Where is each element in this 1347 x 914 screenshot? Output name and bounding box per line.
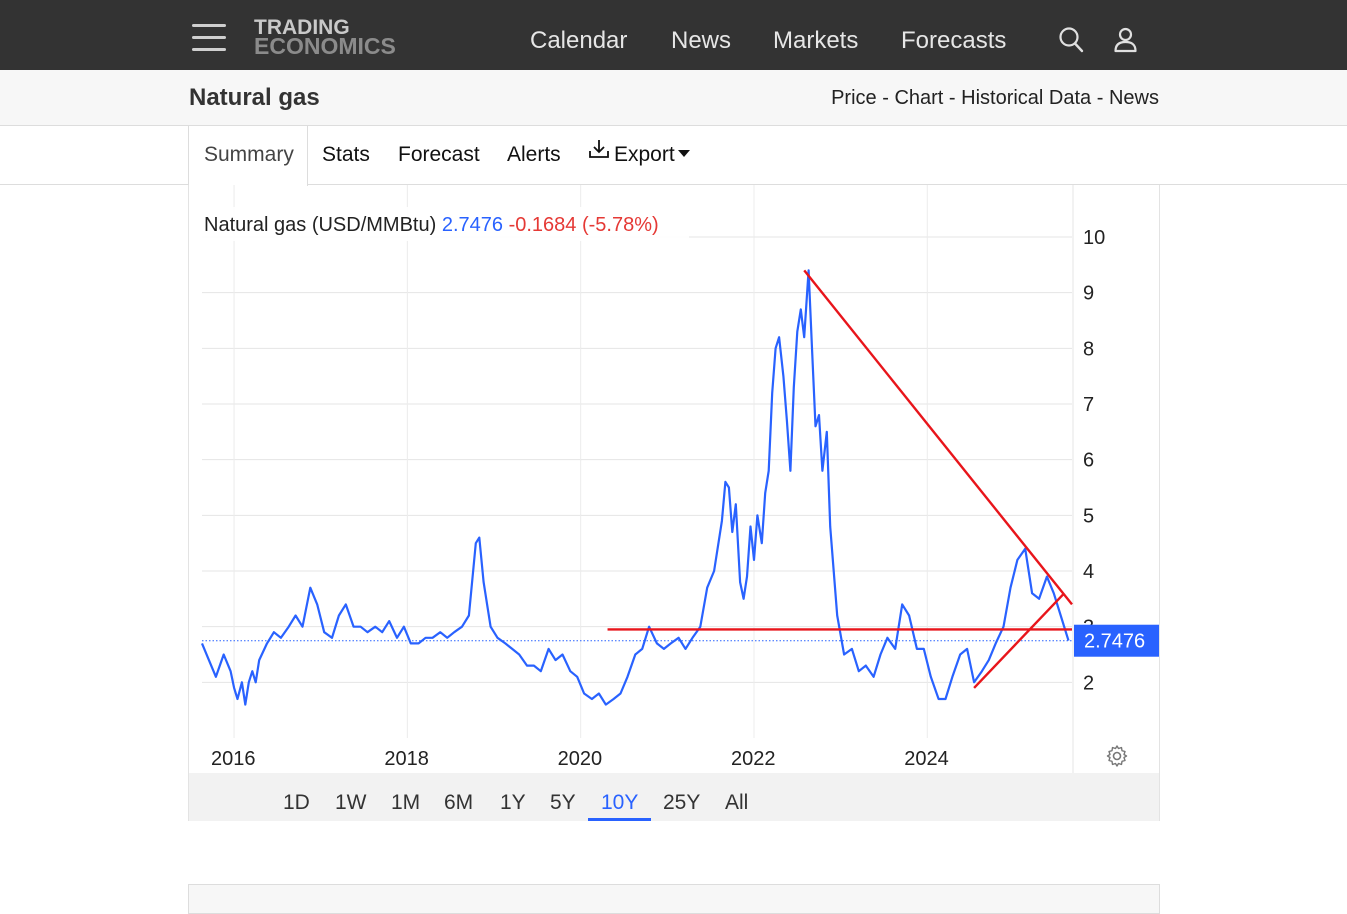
x-tick-label: 2020 [558, 748, 603, 770]
range-1d[interactable]: 1D [283, 791, 310, 814]
search-icon[interactable] [1058, 26, 1084, 59]
range-all[interactable]: All [725, 791, 749, 814]
range-6m[interactable]: 6M [444, 791, 474, 814]
x-tick-label: 2022 [731, 748, 776, 770]
link-price[interactable]: Price [831, 87, 877, 109]
trendline [973, 592, 1066, 689]
legend-last-value: 2.7476 [442, 214, 509, 236]
chart-legend: Natural gas (USD/MMBtu) 2.7476 -0.1684 (… [204, 214, 659, 236]
trendline [803, 269, 1073, 606]
user-icon[interactable] [1113, 26, 1139, 59]
gear-icon[interactable] [1105, 744, 1129, 773]
link-news[interactable]: News [1108, 87, 1159, 109]
y-tick-label: 2 [1083, 672, 1094, 694]
link-historical-data[interactable]: Historical Data [961, 87, 1092, 109]
nav-forecasts[interactable]: Forecasts [901, 27, 1007, 54]
time-range-selector: 1D 1W 1M 6M 1Y 5Y 10Y 25Y All [188, 773, 1160, 821]
nav-news[interactable]: News [671, 27, 732, 54]
chart-tabs: Summary Stats Forecast Alerts Export [0, 126, 1347, 186]
trading-economics-logo[interactable]: TRADING ECONOMICS [254, 16, 396, 59]
menu-icon[interactable] [192, 24, 226, 52]
section-links: Price - Chart - Historical Data - News [831, 87, 1159, 110]
x-tick-label: 2018 [384, 748, 429, 770]
tab-alerts[interactable]: Alerts [507, 143, 561, 166]
link-separator: - [882, 87, 889, 109]
download-icon [588, 124, 610, 182]
y-tick-label: 9 [1083, 283, 1094, 305]
y-tick-label: 7 [1083, 394, 1094, 416]
range-5y[interactable]: 5Y [550, 791, 576, 814]
active-range-indicator [588, 818, 651, 821]
range-25y[interactable]: 25Y [663, 791, 701, 814]
legend-background [199, 207, 689, 241]
page-title: Natural gas [189, 84, 320, 111]
logo-line-1: TRADING [254, 16, 350, 39]
link-separator: - [948, 87, 956, 109]
tab-summary[interactable]: Summary [188, 126, 308, 186]
chevron-down-icon [677, 149, 690, 157]
y-tick-label: 4 [1083, 561, 1094, 583]
logo-line-2: ECONOMICS [254, 33, 396, 59]
range-10y[interactable]: 10Y [601, 791, 639, 814]
nav-calendar[interactable]: Calendar [530, 27, 628, 54]
x-tick-label: 2024 [904, 748, 949, 770]
legend-change: -0.1684 (-5.78%) [509, 214, 659, 236]
link-chart[interactable]: Chart [894, 87, 944, 109]
y-tick-label: 10 [1083, 227, 1105, 249]
link-separator: - [1096, 87, 1104, 109]
export-dropdown[interactable]: Export [588, 126, 690, 185]
y-tick-label: 5 [1083, 505, 1094, 527]
x-tick-label: 2016 [211, 748, 256, 770]
range-1w[interactable]: 1W [335, 791, 367, 814]
legend-title: Natural gas (USD/MMBtu) [204, 214, 442, 236]
export-label: Export [614, 143, 675, 166]
y-tick-label: 8 [1083, 338, 1094, 360]
top-navbar: TRADING ECONOMICS Calendar News Markets … [0, 0, 1347, 70]
price-tag-label: 2.7476 [1084, 631, 1145, 653]
nav-markets[interactable]: Markets [773, 27, 859, 54]
y-tick-label: 6 [1083, 450, 1094, 472]
price-series-line [200, 269, 1070, 706]
next-section-panel [188, 884, 1160, 914]
tab-stats[interactable]: Stats [322, 143, 370, 166]
tab-forecast[interactable]: Forecast [398, 143, 480, 166]
range-1y[interactable]: 1Y [500, 791, 526, 814]
price-tag [1074, 624, 1159, 657]
instrument-header: Natural gas Price - Chart - Historical D… [0, 70, 1347, 126]
range-1m[interactable]: 1M [391, 791, 421, 814]
